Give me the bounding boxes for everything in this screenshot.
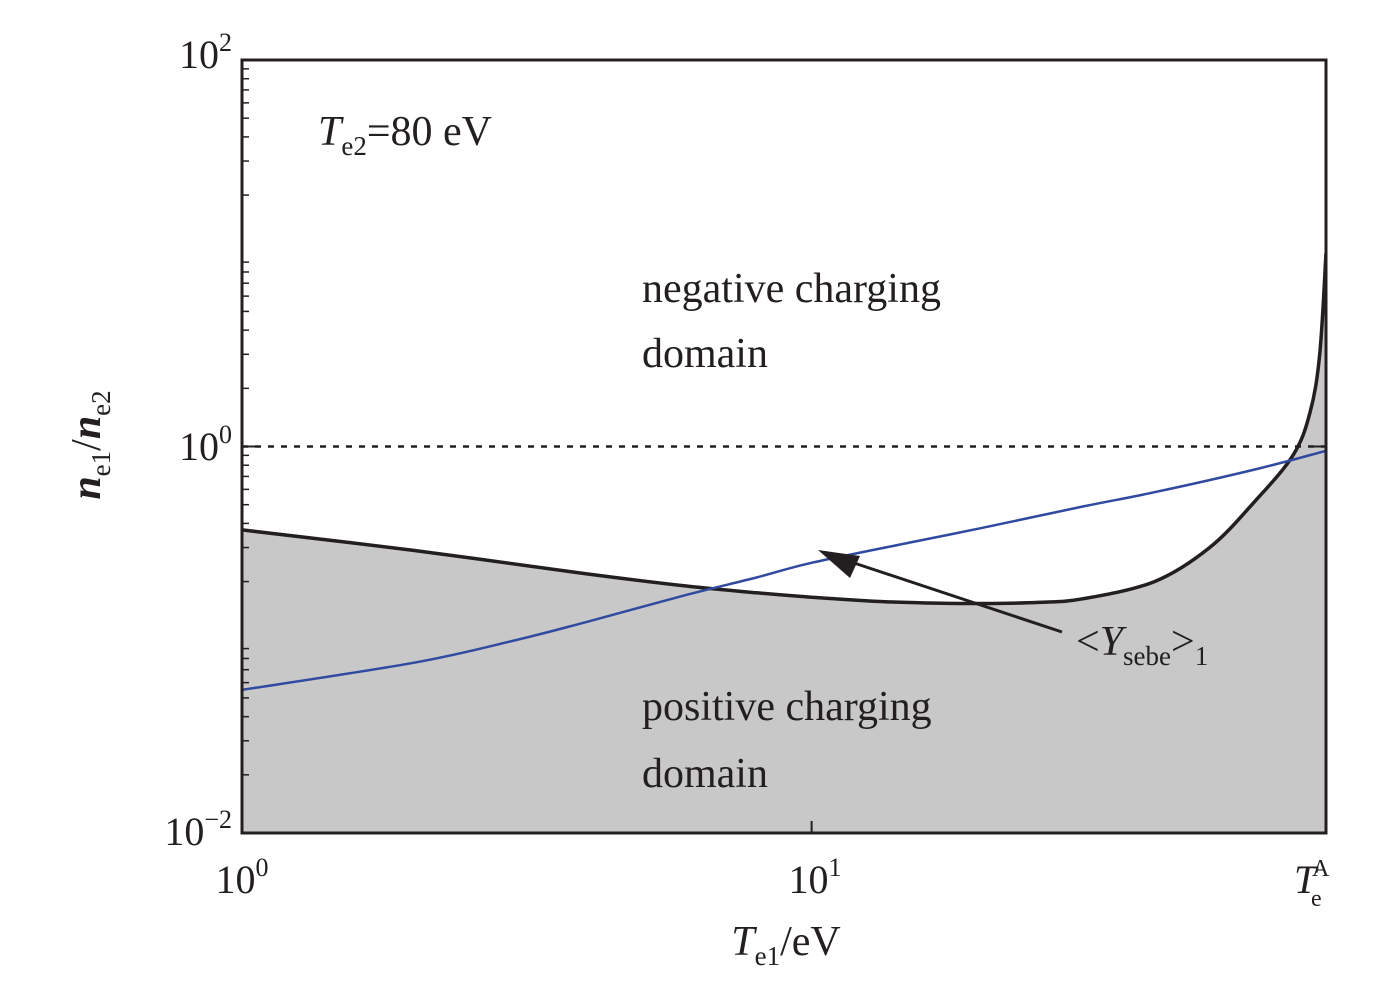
- x-tick-label-te-a: T A e: [1294, 856, 1330, 912]
- y-major-ticks: [242, 59, 1326, 834]
- y-tick-label-100: 102: [179, 28, 232, 77]
- arrowhead-icon: [818, 550, 860, 578]
- svg-text:A: A: [1312, 856, 1330, 882]
- negative-domain-label-line2: domain: [642, 331, 768, 377]
- positive-domain-label-line1: positive charging: [642, 684, 932, 730]
- y-axis-label: ne1/ne2: [64, 390, 116, 499]
- y-minor-ticks: [242, 68, 249, 776]
- x-major-ticks: [241, 821, 1327, 833]
- x-tick-label-10: 101: [789, 853, 842, 902]
- series-ysebe-line: [242, 449, 1326, 692]
- svg-text:T: T: [1294, 857, 1319, 902]
- y-tick-label-1: 100: [179, 420, 232, 469]
- curve-label-arrow: [844, 558, 1063, 634]
- series-boundary-line: [242, 253, 1326, 606]
- condition-annotation: Te2=80 eV: [318, 109, 492, 161]
- y-tick-label-0.01: 10−2: [164, 805, 232, 854]
- svg-text:e: e: [1311, 886, 1322, 912]
- x-tick-label-1: 100: [216, 853, 269, 902]
- positive-domain-label-line2: domain: [642, 751, 768, 797]
- curve-label-ysebe: <Ysebe>1: [1076, 619, 1208, 671]
- x-axis-label: Te1/eV: [731, 919, 841, 971]
- negative-domain-label-line1: negative charging: [642, 266, 941, 312]
- positive-charging-domain-fill: [242, 253, 1326, 833]
